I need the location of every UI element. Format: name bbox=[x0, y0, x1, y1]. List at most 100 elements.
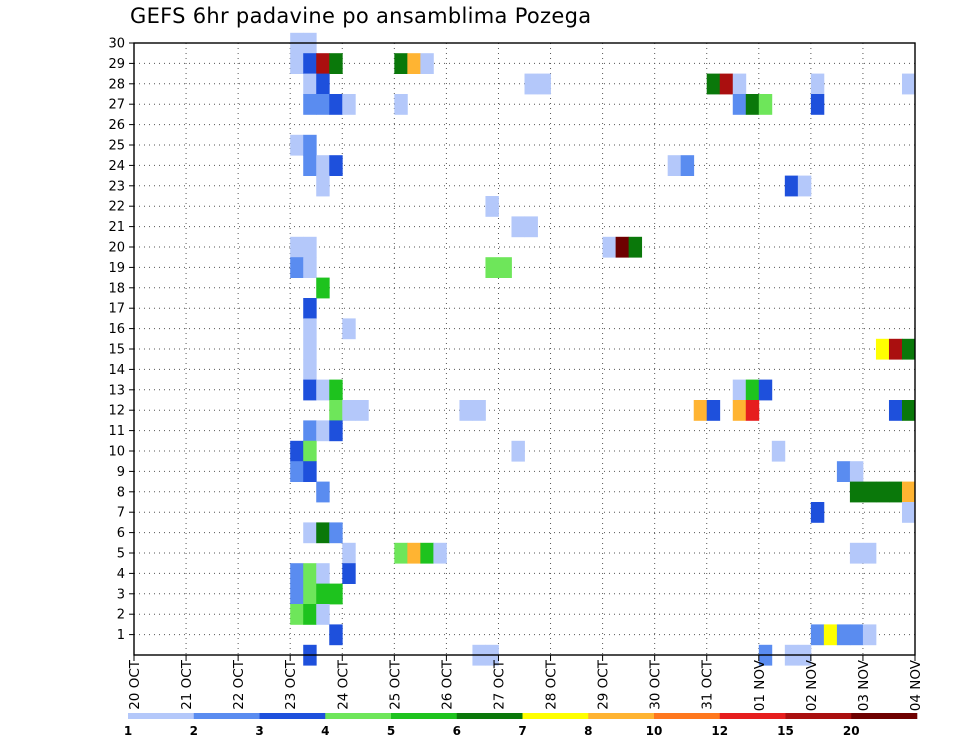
precip-cell bbox=[823, 624, 838, 646]
precip-cell bbox=[511, 216, 525, 238]
x-tick-label: 01 NOV bbox=[752, 659, 768, 711]
y-tick-label: 23 bbox=[108, 179, 125, 194]
precip-cell bbox=[836, 624, 851, 646]
x-tick-label: 03 NOV bbox=[856, 659, 872, 711]
precip-cell bbox=[732, 379, 747, 401]
precip-cell bbox=[290, 583, 304, 605]
precip-cell bbox=[849, 461, 864, 482]
x-tick-label: 26 OCT bbox=[439, 659, 455, 710]
precip-cell bbox=[303, 257, 317, 278]
precip-cell bbox=[342, 400, 356, 421]
precip-cell bbox=[394, 542, 408, 564]
y-tick-label: 8 bbox=[117, 485, 125, 500]
precip-cell bbox=[290, 236, 304, 258]
precip-cell bbox=[329, 400, 343, 421]
precip-cell bbox=[745, 379, 760, 401]
chart-title: GEFS 6hr padavine po ansamblima Pozega bbox=[130, 4, 592, 28]
y-tick-label: 14 bbox=[108, 363, 125, 378]
precip-cell bbox=[329, 420, 343, 442]
precip-cell bbox=[303, 53, 317, 74]
precip-cell bbox=[901, 400, 916, 421]
x-tick-label: 29 OCT bbox=[596, 659, 612, 710]
precip-cell bbox=[758, 94, 773, 115]
precip-cell bbox=[706, 400, 721, 421]
precip-cell bbox=[290, 563, 304, 584]
precip-cell bbox=[810, 73, 825, 95]
precip-cell bbox=[888, 481, 903, 503]
precip-cell bbox=[316, 481, 330, 503]
legend-tick-label: 12 bbox=[711, 724, 728, 738]
legend-tick-label: 6 bbox=[453, 724, 461, 738]
precip-cell bbox=[303, 338, 317, 360]
precip-cell bbox=[316, 522, 330, 544]
y-tick-label: 16 bbox=[108, 322, 125, 337]
legend-swatch bbox=[851, 713, 918, 719]
precip-cell bbox=[810, 94, 825, 115]
precip-cell bbox=[693, 400, 708, 421]
legend-swatch bbox=[193, 713, 260, 719]
precip-cell bbox=[485, 196, 499, 217]
precip-cell bbox=[628, 236, 643, 258]
cells-layer bbox=[290, 32, 916, 666]
legend-tick-label: 2 bbox=[190, 724, 198, 738]
precip-cell bbox=[771, 440, 786, 462]
precip-cell bbox=[303, 583, 317, 605]
y-tick-label: 6 bbox=[117, 526, 125, 541]
precip-cell bbox=[394, 94, 408, 115]
precip-cell bbox=[342, 542, 356, 564]
y-tick-label: 27 bbox=[108, 98, 125, 113]
precip-cell bbox=[459, 400, 473, 421]
precip-cell bbox=[407, 53, 421, 74]
precip-cell bbox=[420, 53, 434, 74]
precip-cell bbox=[524, 216, 538, 238]
precip-cell bbox=[303, 134, 317, 156]
x-tick-label: 25 OCT bbox=[387, 659, 403, 710]
precip-cell bbox=[316, 155, 330, 176]
legend-swatch bbox=[391, 713, 458, 719]
precip-cell bbox=[329, 583, 343, 605]
precip-cell bbox=[290, 461, 304, 482]
y-tick-label: 17 bbox=[108, 302, 125, 317]
precip-cell bbox=[290, 134, 304, 156]
precip-cell bbox=[511, 440, 525, 462]
precip-cell bbox=[316, 53, 330, 74]
precip-cell bbox=[329, 624, 343, 646]
legend-swatch bbox=[522, 713, 589, 719]
precip-cell bbox=[888, 400, 903, 421]
precip-cell bbox=[290, 604, 304, 625]
x-tick-label: 22 OCT bbox=[231, 659, 247, 710]
precip-cell bbox=[316, 277, 330, 299]
precip-cell bbox=[355, 400, 369, 421]
precip-cell bbox=[316, 420, 330, 442]
precip-cell bbox=[407, 542, 421, 564]
y-tick-label: 10 bbox=[108, 445, 125, 460]
legend-tick-label: 15 bbox=[777, 724, 794, 738]
precip-cell bbox=[810, 624, 825, 646]
precip-cell bbox=[303, 420, 317, 442]
legend-swatch bbox=[654, 713, 721, 719]
x-tick-label: 31 OCT bbox=[700, 659, 716, 710]
precip-cell bbox=[485, 257, 499, 278]
precip-cell bbox=[472, 400, 486, 421]
precip-cell bbox=[420, 542, 434, 564]
y-tick-label: 29 bbox=[108, 57, 125, 72]
x-tick-label: 21 OCT bbox=[179, 659, 195, 710]
y-tick-label: 13 bbox=[108, 383, 125, 398]
x-tick-label: 27 OCT bbox=[491, 659, 507, 710]
precip-cell bbox=[394, 53, 408, 74]
precip-cell bbox=[719, 73, 734, 95]
precip-cell bbox=[329, 522, 343, 544]
y-tick-label: 12 bbox=[108, 404, 125, 419]
x-tick-label: 02 NOV bbox=[804, 659, 820, 711]
y-tick-label: 4 bbox=[117, 567, 125, 582]
legend-tick-label: 7 bbox=[518, 724, 526, 738]
color-legend: 1 2 3 4 5 6 7 8 10 12 15 20 bbox=[124, 713, 918, 738]
precip-cell bbox=[732, 73, 747, 95]
precip-cell bbox=[745, 400, 760, 421]
precip-cell bbox=[303, 155, 317, 176]
precip-cell bbox=[901, 73, 916, 95]
precip-cell bbox=[784, 175, 799, 197]
precip-cell bbox=[862, 481, 877, 503]
legend-tick-label: 10 bbox=[646, 724, 663, 738]
